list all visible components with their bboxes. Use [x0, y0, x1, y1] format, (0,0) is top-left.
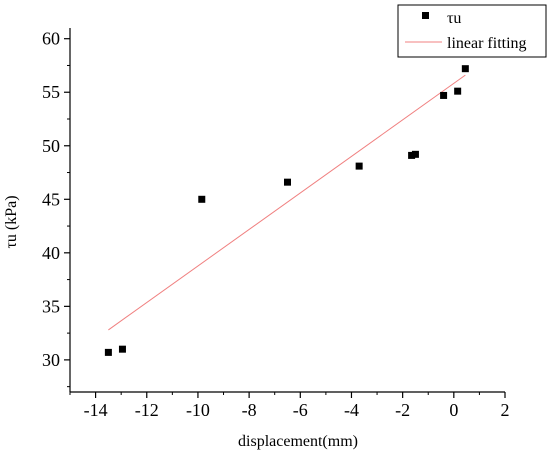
x-tick-label: -14 — [84, 400, 108, 420]
legend-label-fit: linear fitting — [447, 35, 527, 52]
data-point — [454, 87, 462, 95]
data-point — [408, 151, 416, 159]
data-point — [440, 91, 448, 99]
y-axis-label: τu (kPa) — [3, 195, 20, 248]
data-point — [198, 195, 206, 203]
data-point — [104, 348, 112, 356]
data-point — [355, 162, 363, 170]
x-ticks: -14 -12 -10 -8 -6 -4 -2 0 2 — [69, 392, 510, 420]
fit-line — [108, 74, 466, 331]
y-tick-label: 30 — [42, 350, 60, 370]
x-tick-label: 2 — [501, 400, 510, 420]
y-tick-label: 35 — [42, 296, 60, 316]
plot-frame — [69, 28, 505, 393]
x-tick-label: 0 — [449, 400, 458, 420]
data-points — [104, 65, 469, 356]
y-tick-label: 55 — [42, 82, 60, 102]
data-point — [118, 345, 126, 353]
x-tick-label: -4 — [344, 400, 359, 420]
legend-label-tau: τu — [447, 10, 461, 27]
x-tick-label: -6 — [293, 400, 308, 420]
x-tick-label: -2 — [395, 400, 410, 420]
y-tick-label: 60 — [42, 29, 60, 49]
data-point — [461, 65, 469, 73]
y-tick-label: 45 — [42, 189, 60, 209]
x-tick-label: -8 — [242, 400, 257, 420]
y-ticks: 30 35 40 45 50 55 60 — [42, 29, 70, 388]
y-tick-label: 40 — [42, 243, 60, 263]
legend-marker-square — [422, 12, 429, 19]
x-tick-label: -12 — [135, 400, 159, 420]
x-tick-label: -10 — [186, 400, 210, 420]
y-tick-label: 50 — [42, 136, 60, 156]
x-axis-label: displacement(mm) — [238, 433, 358, 450]
fit-lines — [108, 74, 466, 331]
data-point — [411, 150, 419, 158]
data-point — [284, 178, 291, 186]
legend: τu linear fitting — [397, 4, 547, 58]
